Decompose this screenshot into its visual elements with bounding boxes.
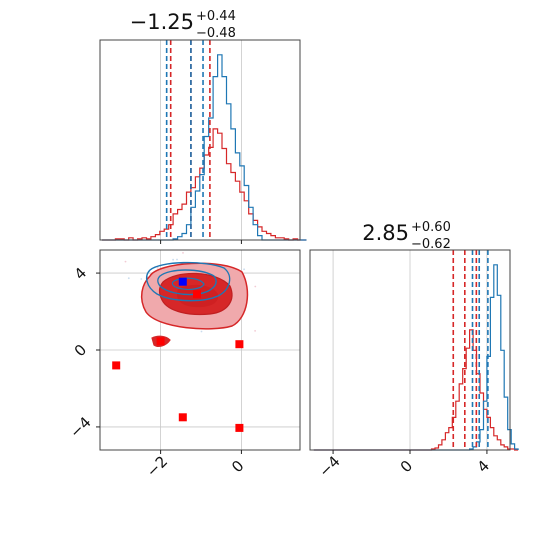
joint-panel: −2 0 4 0 −4 xyxy=(66,249,301,481)
joint-ytick-label-1: 0 xyxy=(71,341,90,360)
title-param0-minus: −0.48 xyxy=(196,26,236,41)
title-param0-value: −1.25 xyxy=(130,10,194,34)
blue-contour-outer xyxy=(145,261,231,302)
sample-point xyxy=(176,258,178,261)
hist1-xtick-label-0: −4 xyxy=(315,452,343,480)
sample-point xyxy=(200,330,203,333)
sample-point xyxy=(243,268,246,271)
joint-xtick-label-0: −2 xyxy=(143,452,171,480)
red-square-marker-3 xyxy=(235,340,244,349)
title-param1-value: 2.85 xyxy=(362,221,409,245)
sample-point xyxy=(254,330,256,332)
joint-red-contours xyxy=(140,262,249,347)
joint-xtick-label-1: 0 xyxy=(228,457,247,476)
blue-contour-core xyxy=(171,277,205,290)
red-square-marker-4 xyxy=(156,337,165,346)
sample-point xyxy=(156,266,159,269)
sample-point xyxy=(172,258,175,261)
hist1-xtick-label-2: 4 xyxy=(474,457,493,476)
red-square-marker-5 xyxy=(193,290,201,299)
sample-point xyxy=(127,277,130,280)
sample-point xyxy=(254,285,257,288)
red-square-marker-1 xyxy=(178,413,187,422)
title-param1-plus: +0.60 xyxy=(411,220,451,235)
blue-square-marker xyxy=(178,277,187,286)
title-param1-minus: −0.62 xyxy=(411,237,451,252)
joint-ytick-label-0: 4 xyxy=(71,264,90,283)
hist-param0-blue-series xyxy=(102,54,307,241)
sample-point xyxy=(140,278,143,280)
red-square-marker-2 xyxy=(235,423,244,432)
sample-point xyxy=(124,260,127,263)
hist-param0-panel: −1.25 +0.44 −0.48 xyxy=(99,9,307,244)
title-param0-plus: +0.44 xyxy=(196,9,236,24)
hist1-xtick-label-1: 0 xyxy=(397,457,416,476)
hist-param1-panel: −4 0 4 2.85 +0.60 −0.62 xyxy=(309,220,519,481)
joint-ytick-label-2: −4 xyxy=(66,413,94,441)
hist-param0-frame xyxy=(99,39,301,241)
sample-point xyxy=(182,252,184,254)
red-square-marker-0 xyxy=(112,361,121,370)
